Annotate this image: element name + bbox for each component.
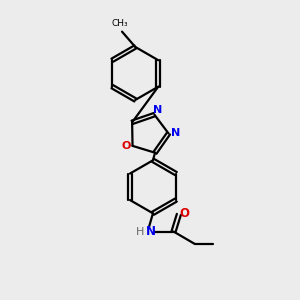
Text: N: N [153,105,162,115]
Text: N: N [146,225,156,238]
Text: O: O [122,141,131,151]
Text: H: H [136,226,145,237]
Text: CH₃: CH₃ [111,19,128,28]
Text: O: O [179,206,189,220]
Text: N: N [171,128,180,139]
